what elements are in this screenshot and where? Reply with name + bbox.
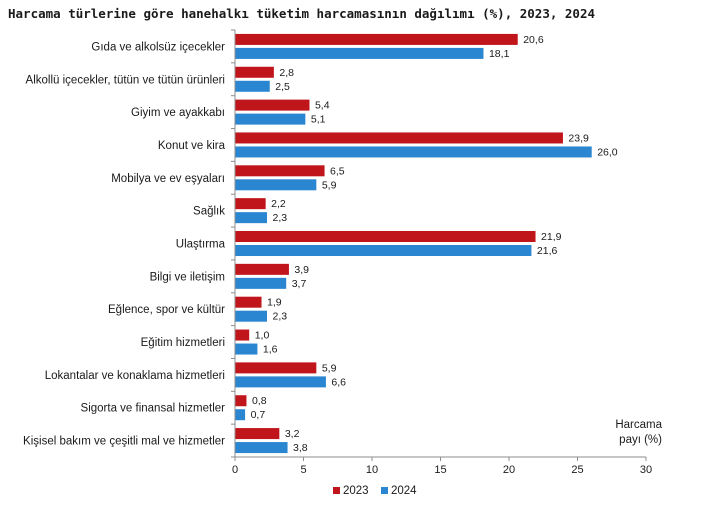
bar-2023 xyxy=(235,362,317,374)
bar-2024 xyxy=(235,80,270,92)
category-label: Sağlık xyxy=(193,206,225,218)
x-tick-label: 10 xyxy=(366,464,378,476)
bar-2023 xyxy=(235,132,563,144)
bar-2023 xyxy=(235,165,325,177)
data-label-2024: 2,3 xyxy=(273,311,288,323)
bar-2023 xyxy=(235,66,274,78)
data-label-2023: 5,4 xyxy=(315,100,330,112)
data-label-2023: 1,9 xyxy=(267,297,282,309)
category-label: Eğlence, spor ve kültür xyxy=(108,304,225,316)
data-label-2023: 3,9 xyxy=(294,264,309,276)
x-tick-label: 0 xyxy=(232,464,238,476)
data-label-2024: 5,9 xyxy=(322,179,337,191)
category-label: Kişisel bakım ve çeşitli mal ve hizmetle… xyxy=(23,436,225,448)
category-label: Alkollü içecekler, tütün ve tütün ürünle… xyxy=(26,74,225,86)
data-label-2024: 3,7 xyxy=(292,278,307,290)
data-label-2024: 21,6 xyxy=(537,245,558,257)
data-label-2023: 23,9 xyxy=(568,132,589,144)
bar-2024 xyxy=(235,113,306,125)
bar-2023 xyxy=(235,296,262,308)
data-label-2023: 21,9 xyxy=(541,231,562,243)
data-label-2024: 2,5 xyxy=(275,81,290,93)
legend-swatch-2024 xyxy=(381,487,388,494)
x-tick-label: 5 xyxy=(300,464,306,476)
x-tick-label: 20 xyxy=(503,464,515,476)
data-label-2024: 3,8 xyxy=(293,442,308,454)
bar-2024 xyxy=(235,376,326,388)
chart-title: Harcama türlerine göre hanehalkı tüketim… xyxy=(8,6,595,21)
bar-2024 xyxy=(235,212,268,224)
data-label-2023: 1,0 xyxy=(255,330,270,342)
data-label-2024: 26,0 xyxy=(597,146,618,158)
category-label: Sigorta ve finansal hizmetler xyxy=(81,403,226,415)
bar-2023 xyxy=(235,231,536,242)
data-label-2024: 5,1 xyxy=(311,114,326,126)
bar-2023 xyxy=(235,263,289,275)
x-tick-label: 15 xyxy=(434,464,446,476)
data-label-2024: 18,1 xyxy=(489,48,510,60)
bar-2024 xyxy=(235,310,268,322)
data-label-2023: 2,8 xyxy=(279,67,294,79)
category-label: Konut ve kira xyxy=(158,140,226,152)
bar-2023 xyxy=(235,99,310,111)
x-axis-label: Harcama xyxy=(615,419,662,431)
legend-swatch-2023 xyxy=(333,487,340,494)
bar-2023 xyxy=(235,33,518,45)
legend-label-2023: 2023 xyxy=(343,485,369,497)
bar-2024 xyxy=(235,343,258,355)
data-label-2024: 0,7 xyxy=(251,409,266,421)
category-label: Ulaştırma xyxy=(176,239,226,251)
data-label-2024: 1,6 xyxy=(263,344,278,356)
bar-2024 xyxy=(235,47,484,59)
bar-2024 xyxy=(235,277,287,289)
data-label-2023: 5,9 xyxy=(322,362,337,374)
category-label: Giyim ve ayakkabı xyxy=(131,107,225,119)
category-label: Bilgi ve iletişim xyxy=(150,271,225,283)
bar-2024 xyxy=(235,146,592,158)
bar-2024 xyxy=(235,245,532,256)
data-label-2024: 2,3 xyxy=(273,212,288,224)
bar-2023 xyxy=(235,329,250,341)
data-label-2023: 2,2 xyxy=(271,198,286,210)
category-label: Gıda ve alkolsüz içecekler xyxy=(91,41,225,53)
x-tick-label: 25 xyxy=(571,464,583,476)
x-tick-label: 30 xyxy=(640,464,652,476)
category-label: Mobilya ve ev eşyaları xyxy=(111,173,225,185)
x-axis-label: payı (%) xyxy=(619,434,662,446)
bar-2024 xyxy=(235,409,246,421)
bar-2023 xyxy=(235,198,266,210)
data-label-2023: 20,6 xyxy=(523,34,544,46)
data-label-2023: 3,2 xyxy=(285,428,300,440)
data-label-2023: 6,5 xyxy=(330,165,345,177)
category-label: Eğitim hizmetleri xyxy=(141,337,225,349)
data-label-2024: 6,6 xyxy=(331,376,346,388)
legend-label-2024: 2024 xyxy=(391,485,417,497)
bar-2024 xyxy=(235,179,317,191)
data-label-2023: 0,8 xyxy=(252,395,267,407)
category-label: Lokantalar ve konaklama hizmetleri xyxy=(45,370,225,382)
bar-2023 xyxy=(235,428,280,440)
bar-2024 xyxy=(235,442,288,454)
bar-2023 xyxy=(235,395,247,407)
